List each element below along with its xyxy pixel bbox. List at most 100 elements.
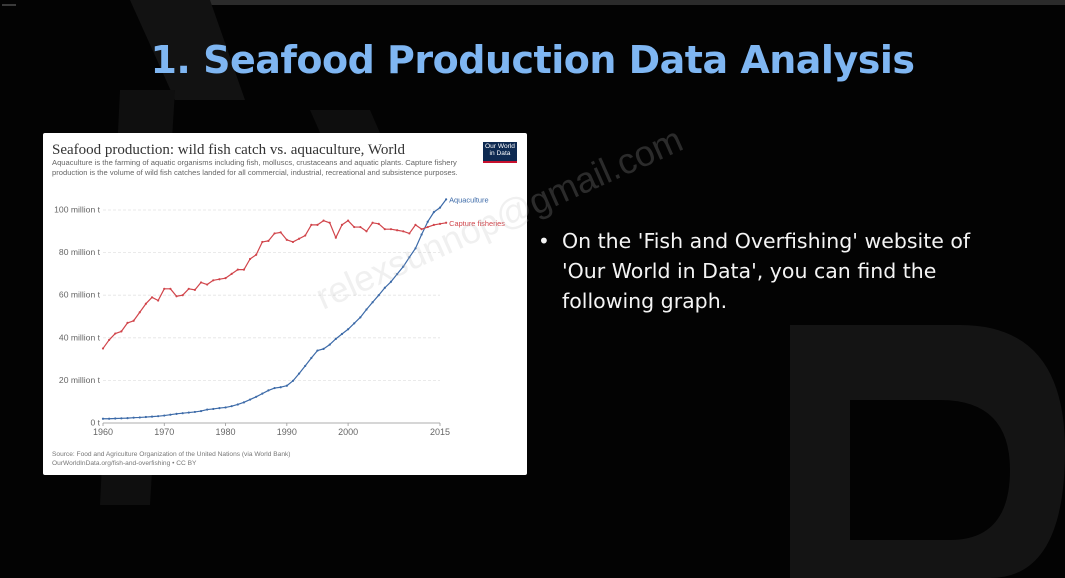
grid-layer	[103, 209, 440, 424]
bullet-list: • On the 'Fish and Overfishing' website …	[536, 226, 1006, 316]
data-point-capture-fisheries	[371, 221, 374, 224]
data-point-aquaculture	[334, 337, 337, 340]
data-point-aquaculture	[114, 417, 117, 420]
data-point-capture-fisheries	[396, 229, 399, 232]
series-line-aquaculture	[103, 198, 447, 420]
data-point-aquaculture	[432, 211, 435, 214]
data-point-capture-fisheries	[120, 330, 123, 333]
data-point-aquaculture	[248, 398, 252, 401]
slide-title: 1. Seafood Production Data Analysis	[150, 38, 915, 82]
data-point-aquaculture	[377, 294, 380, 297]
data-point-aquaculture	[181, 412, 184, 415]
data-point-aquaculture	[420, 233, 423, 236]
data-point-aquaculture	[230, 405, 233, 408]
data-point-aquaculture	[438, 206, 442, 209]
series-line-capture-fisheries	[102, 220, 447, 349]
data-point-capture-fisheries	[218, 278, 221, 281]
background-letter-stroke	[130, 0, 245, 100]
data-point-capture-fisheries	[236, 268, 239, 271]
x-tick-label: 1980	[216, 427, 236, 437]
data-point-capture-fisheries	[279, 231, 282, 234]
data-point-aquaculture	[285, 384, 288, 387]
data-point-aquaculture	[242, 401, 246, 404]
data-point-capture-fisheries	[304, 234, 307, 237]
data-point-aquaculture	[383, 286, 386, 289]
data-point-capture-fisheries	[150, 296, 154, 299]
data-point-aquaculture	[212, 407, 215, 411]
chart-card: Seafood production: wild fish catch vs. …	[43, 133, 527, 475]
x-tick-label: 1970	[154, 427, 174, 437]
data-point-capture-fisheries	[389, 228, 393, 231]
owid-logo-line-1: Our World	[485, 143, 515, 150]
data-point-capture-fisheries	[267, 239, 270, 242]
data-point-aquaculture	[175, 412, 178, 415]
data-point-capture-fisheries	[101, 347, 105, 350]
x-tick-label: 1990	[277, 427, 297, 437]
top-bar	[205, 0, 1065, 5]
data-point-aquaculture	[150, 415, 154, 418]
data-point-capture-fisheries	[426, 225, 429, 229]
data-point-aquaculture	[396, 273, 399, 276]
data-point-capture-fisheries	[359, 225, 362, 229]
data-point-capture-fisheries	[224, 277, 227, 280]
data-point-capture-fisheries	[334, 236, 337, 239]
data-point-aquaculture	[371, 301, 374, 304]
data-point-aquaculture	[101, 417, 105, 420]
data-point-aquaculture	[144, 415, 147, 419]
data-point-aquaculture	[297, 372, 301, 375]
bullet-text: On the 'Fish and Overfishing' website of…	[562, 229, 971, 313]
data-point-capture-fisheries	[365, 230, 368, 233]
data-point-aquaculture	[126, 417, 129, 420]
data-point-aquaculture	[199, 409, 203, 413]
y-tick-label: 40 million t	[59, 332, 101, 342]
data-point-capture-fisheries	[285, 238, 288, 241]
data-point-aquaculture	[291, 379, 295, 382]
data-point-aquaculture	[157, 415, 160, 418]
data-point-capture-fisheries	[445, 221, 448, 224]
owid-logo: Our World in Data	[483, 142, 517, 163]
data-point-aquaculture	[328, 343, 331, 346]
data-point-capture-fisheries	[157, 299, 160, 302]
chart-footer: Source: Food and Agriculture Organizatio…	[52, 450, 290, 468]
bullet-item: • On the 'Fish and Overfishing' website …	[536, 226, 1006, 316]
data-point-aquaculture	[310, 356, 313, 360]
data-point-aquaculture	[224, 406, 227, 409]
data-point-capture-fisheries	[212, 279, 215, 282]
y-tick-label: 0 t	[90, 418, 100, 428]
y-tick-label: 60 million t	[59, 290, 101, 300]
data-point-capture-fisheries	[230, 272, 233, 275]
data-point-aquaculture	[279, 386, 282, 389]
data-point-aquaculture	[304, 364, 307, 368]
data-point-capture-fisheries	[248, 257, 252, 261]
data-point-aquaculture	[316, 349, 319, 352]
data-point-capture-fisheries	[291, 240, 295, 244]
data-point-aquaculture	[236, 403, 239, 406]
data-point-capture-fisheries	[242, 268, 246, 271]
data-point-capture-fisheries	[438, 222, 442, 225]
data-point-capture-fisheries	[273, 232, 276, 235]
chart-license: OurWorldInData.org/fish-and-overfishing …	[52, 460, 197, 467]
series-label-capture-fisheries: Capture fisheries	[449, 219, 505, 228]
y-tick-label: 100 million t	[54, 205, 100, 215]
data-point-capture-fisheries	[377, 222, 380, 225]
data-point-aquaculture	[261, 392, 264, 395]
data-point-capture-fisheries	[420, 228, 423, 231]
x-tick-label: 2015	[430, 427, 450, 437]
data-point-capture-fisheries	[169, 287, 172, 290]
data-point-aquaculture	[193, 410, 197, 414]
data-point-capture-fisheries	[199, 281, 203, 284]
series-label-aquaculture: Aquaculture	[449, 195, 488, 204]
data-point-aquaculture	[255, 395, 258, 398]
seafood-line-chart: 0 t 20 million t 40 million t 60 million t 8…	[54, 195, 505, 437]
data-point-aquaculture	[414, 247, 417, 250]
data-point-aquaculture	[187, 411, 190, 414]
background-letter-d-inner	[850, 400, 1010, 540]
data-point-capture-fisheries	[187, 287, 190, 290]
data-point-capture-fisheries	[108, 338, 111, 342]
data-point-aquaculture	[108, 417, 111, 420]
data-point-aquaculture	[445, 198, 448, 201]
data-point-aquaculture	[163, 414, 166, 417]
data-point-capture-fisheries	[346, 219, 350, 222]
data-point-capture-fisheries	[408, 232, 411, 235]
data-point-aquaculture	[359, 316, 362, 319]
